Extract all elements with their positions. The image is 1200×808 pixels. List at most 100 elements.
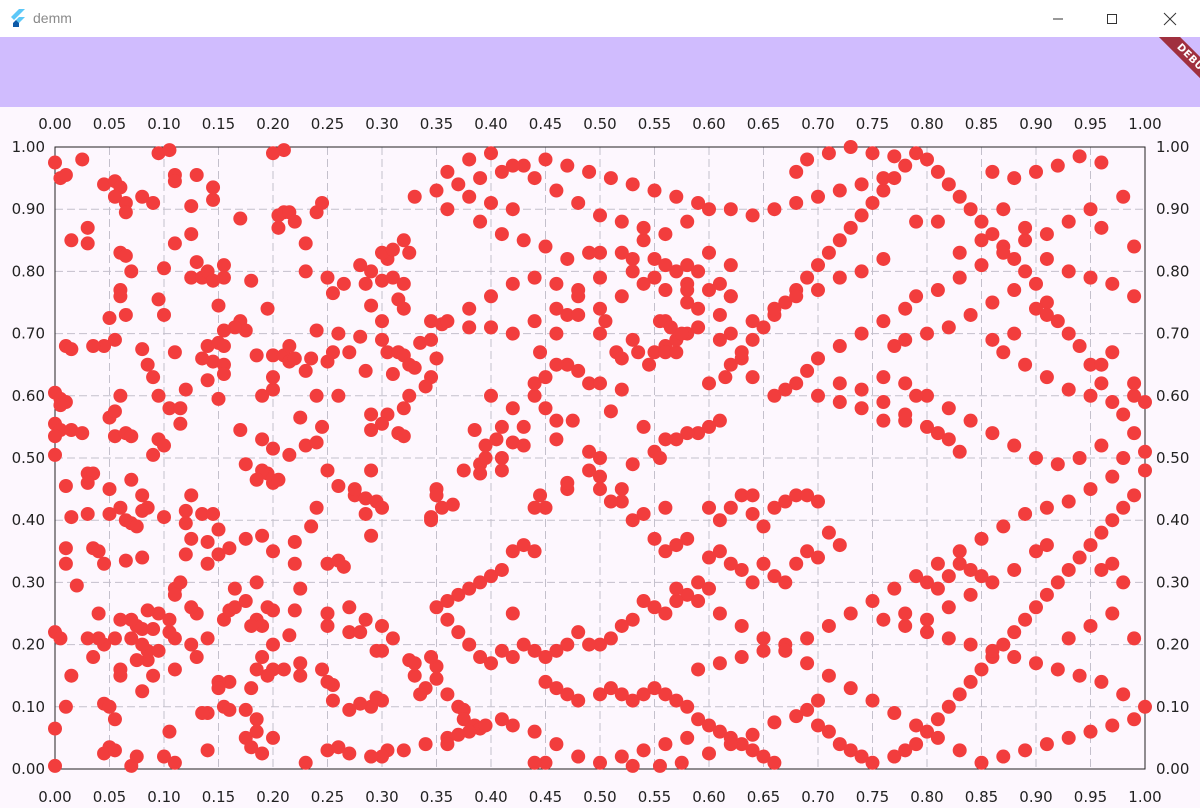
scatter-point: [107, 743, 122, 758]
y-tick-label-left: 0.70: [12, 325, 45, 343]
scatter-point: [1029, 164, 1043, 179]
scatter-point: [135, 189, 150, 204]
scatter-point: [184, 637, 199, 652]
scatter-point: [712, 724, 727, 739]
scatter-point: [304, 351, 319, 366]
scatter-point: [865, 594, 880, 609]
scatter-point: [1105, 513, 1120, 528]
scatter-point: [304, 519, 319, 534]
scatter-point: [593, 687, 607, 702]
scatter-point: [582, 376, 597, 391]
scatter-point: [985, 575, 1000, 590]
scatter-point: [811, 550, 825, 565]
minimize-button[interactable]: [1035, 0, 1081, 37]
scatter-point: [233, 211, 248, 226]
scatter-point: [375, 273, 389, 288]
scatter-point: [647, 345, 662, 360]
x-tick-label-bottom: 0.40: [474, 788, 507, 806]
scatter-point: [1083, 388, 1098, 403]
scatter-point: [1083, 618, 1098, 633]
scatter-point: [680, 283, 695, 298]
scatter-point: [1094, 525, 1109, 540]
scatter-point: [369, 690, 384, 705]
scatter-point: [625, 513, 640, 528]
scatter-point: [691, 575, 706, 590]
scatter-point: [320, 618, 335, 633]
scatter-point: [549, 301, 564, 316]
x-tick-label-bottom: 0.90: [1019, 788, 1052, 806]
x-tick-label-bottom: 0.75: [856, 788, 889, 806]
scatter-point: [195, 706, 210, 721]
scatter-point: [1061, 326, 1076, 341]
scatter-point: [107, 712, 122, 727]
scatter-point: [162, 612, 177, 627]
scatter-point: [843, 220, 858, 235]
scatter-point: [189, 650, 204, 665]
scatter-point: [996, 637, 1011, 652]
scatter-point: [331, 326, 346, 341]
scatter-point: [571, 693, 586, 708]
scatter-point: [135, 342, 150, 357]
scatter-point: [625, 457, 640, 472]
scatter-point: [184, 531, 199, 546]
scatter-point: [146, 195, 161, 210]
scatter-point: [266, 146, 280, 161]
scatter-point: [64, 233, 79, 248]
scatter-point: [516, 419, 531, 434]
scatter-point: [549, 357, 564, 372]
scatter-point: [118, 248, 133, 263]
scatter-point: [167, 174, 182, 189]
scatter-point: [963, 674, 978, 689]
scatter-point: [920, 388, 934, 403]
scatter-point: [941, 699, 956, 714]
scatter-point: [767, 755, 782, 770]
scatter-point: [941, 320, 956, 335]
scatter-point: [266, 382, 280, 397]
scatter-point: [140, 603, 155, 618]
scatter-point: [647, 183, 662, 198]
scatter-point: [1116, 500, 1131, 515]
scatter-point: [1039, 295, 1054, 310]
scatter-point: [167, 755, 182, 770]
scatter-point: [800, 656, 815, 671]
scatter-point: [309, 388, 324, 403]
scatter-point: [505, 326, 520, 341]
scatter-point: [336, 559, 351, 574]
scatter-point: [1072, 550, 1087, 565]
scatter-point: [658, 544, 673, 559]
x-tick-label-top: 1.00: [1128, 115, 1161, 133]
scatter-point: [832, 339, 847, 354]
scatter-point: [140, 357, 155, 372]
scatter-point: [331, 388, 346, 403]
scatter-point: [1072, 668, 1087, 683]
scatter-point: [255, 432, 270, 447]
scatter-point: [249, 575, 264, 590]
scatter-point: [206, 180, 221, 195]
scatter-point: [691, 594, 706, 609]
scatter-point: [636, 743, 651, 758]
y-tick-label-left: 0.20: [12, 636, 45, 654]
scatter-point: [680, 426, 695, 441]
scatter-point: [887, 581, 902, 596]
scatter-point: [636, 506, 651, 521]
scatter-point: [113, 662, 128, 677]
scatter-point: [647, 251, 662, 266]
scatter-point: [364, 407, 379, 422]
close-button[interactable]: [1147, 0, 1193, 37]
scatter-point: [1039, 587, 1054, 602]
scatter-point: [146, 447, 161, 462]
scatter-point: [249, 348, 264, 363]
scatter-point: [385, 270, 400, 285]
x-tick-label-bottom: 0.05: [93, 788, 126, 806]
scatter-point: [930, 581, 945, 596]
scatter-point: [484, 569, 498, 584]
scatter-point: [1018, 743, 1033, 758]
scatter-point: [473, 650, 488, 665]
maximize-button[interactable]: [1089, 0, 1135, 37]
scatter-point: [451, 177, 466, 192]
x-tick-label-bottom: 0.55: [638, 788, 671, 806]
scatter-point: [593, 208, 607, 223]
scatter-point: [832, 376, 847, 391]
scatter-point: [298, 438, 313, 453]
scatter-point: [756, 643, 771, 658]
